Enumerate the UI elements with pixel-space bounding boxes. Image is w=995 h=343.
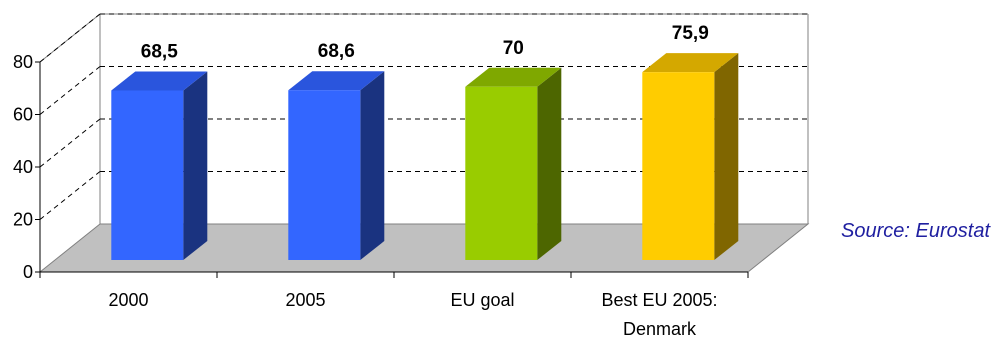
x-axis-categories: 2000 2005 EU goal Best EU 2005: Denmark <box>39 272 749 339</box>
bar-side <box>183 71 208 261</box>
y-tick-label: 20 <box>13 210 33 230</box>
bar-front <box>111 90 184 261</box>
bar <box>111 71 208 261</box>
bar-front <box>288 90 361 260</box>
bar-top <box>111 71 208 91</box>
bar-side <box>714 53 739 261</box>
bar <box>288 71 385 260</box>
bar <box>465 67 562 260</box>
bar-top <box>465 67 562 87</box>
data-label: 68,5 <box>141 41 178 62</box>
data-label: 70 <box>503 38 524 59</box>
x-category-label: 2000 <box>108 290 148 310</box>
x-category-label: 2005 <box>285 290 325 310</box>
y-tick-label: 60 <box>13 105 33 125</box>
y-tick-label: 40 <box>13 157 33 177</box>
bar-side <box>360 71 385 260</box>
y-tick-label: 80 <box>13 52 33 72</box>
bar-top <box>288 71 385 91</box>
gridline-diagonal <box>39 171 101 220</box>
y-tick-label: 0 <box>23 262 33 282</box>
source-note: Source: Eurostat <box>841 220 991 242</box>
bar-top <box>642 53 739 73</box>
bar <box>642 53 739 261</box>
x-category-label: EU goal <box>450 290 514 310</box>
bar-side <box>537 67 562 260</box>
bar-front <box>642 72 715 261</box>
gridline-diagonal <box>39 66 101 115</box>
bar-front <box>465 86 538 260</box>
data-labels: 68,5 68,6 70 75,9 <box>141 23 709 62</box>
x-category-label: Best EU 2005: Denmark <box>601 290 717 339</box>
gridline-diagonal <box>39 13 101 63</box>
gridline-diagonal <box>39 118 101 168</box>
data-label: 75,9 <box>672 23 709 44</box>
data-label: 68,6 <box>318 41 355 62</box>
bars <box>111 53 739 261</box>
